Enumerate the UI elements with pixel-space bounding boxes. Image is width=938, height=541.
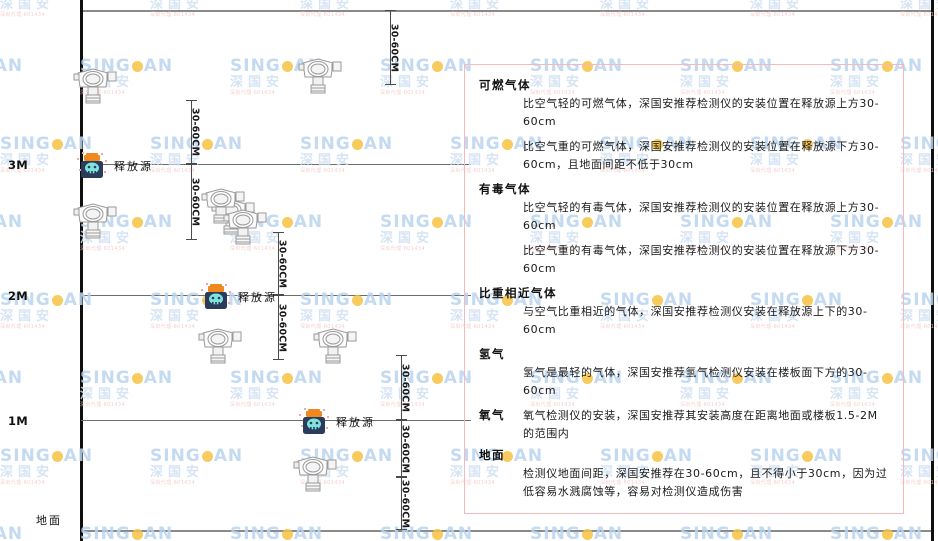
guideline-section: 有毒气体比空气轻的有毒气体，深国安推荐检测仪的安装位置在释放源上方30-60cm… <box>479 181 889 278</box>
guideline-paragraph: 比空气重的可燃气体，深国安推荐检测仪的安装位置在释放源下方30-60cm，且地面… <box>523 140 880 171</box>
guideline-paragraph: 与空气比重相近的气体，深国安推荐检测仪安装在释放源上下的30-60cm <box>523 305 868 336</box>
guideline-section-body: 与空气比重相近的气体，深国安推荐检测仪安装在释放源上下的30-60cm <box>523 303 889 339</box>
guideline-paragraph: 比空气轻的有毒气体，深国安推荐检测仪的安装位置在释放源上方30-60cm <box>523 201 880 232</box>
gas-detector-icon <box>191 325 245 367</box>
release-source-icon <box>200 283 232 313</box>
frame-left-border <box>80 0 83 541</box>
release-source-label: 释放源 <box>336 416 375 429</box>
guideline-section: 氧气 氧气检测仪的安装，深国安推荐其安装高度在距离地面或楼板1.5-2M的范围内 <box>479 407 889 443</box>
dimension-line: 30-60CM <box>186 100 201 164</box>
frame-top-border <box>80 10 931 12</box>
guideline-section-body: 氢气是最轻的气体，深国安推荐氢气检测仪安装在楼板面下方的30-60cm <box>523 364 889 400</box>
installation-guidelines-panel: 可燃气体比空气轻的可燃气体，深国安推荐检测仪的安装位置在释放源上方30-60cm… <box>464 64 904 514</box>
release-source-label: 释放源 <box>238 291 277 304</box>
axis-label-3m: 3M <box>8 158 29 172</box>
guideline-section: 比重相近气体与空气比重相近的气体，深国安推荐检测仪安装在释放源上下的30-60c… <box>479 285 889 339</box>
dimension-line: 30-60CM <box>396 355 411 420</box>
guideline-section-body: 比空气轻的可燃气体，深国安推荐检测仪的安装位置在释放源上方30-60cm 比空气重… <box>523 95 889 174</box>
gas-detector-icon <box>286 453 340 495</box>
guideline-section: 氢气氢气是最轻的气体，深国安推荐氢气检测仪安装在楼板面下方的30-60cm <box>479 346 889 400</box>
guideline-section-body: 检测仪地面间距，深国安推荐在30-60cm，且不得小于30cm，因为过低容易水溅… <box>523 465 889 501</box>
dimension-line: 30-60CM <box>396 477 411 530</box>
gas-detector-icon <box>66 65 120 107</box>
guideline-paragraph: 比空气轻的可燃气体，深国安推荐检测仪的安装位置在释放源上方30-60cm <box>523 97 880 128</box>
guideline-section-title: 氢气 <box>479 347 505 361</box>
dimension-label: 30-60CM <box>276 303 288 352</box>
release-source-icon <box>76 152 108 182</box>
guideline-paragraph: 氧气检测仪的安装，深国安推荐其安装高度在距离地面或楼板1.5-2M的范围内 <box>523 409 878 440</box>
release-source-icon <box>298 408 330 438</box>
guideline-section-body: 比空气轻的有毒气体，深国安推荐检测仪的安装位置在释放源上方30-60cm 比空气重… <box>523 199 889 278</box>
guideline-section-title: 比重相近气体 <box>479 286 557 300</box>
frame-bottom-border <box>80 530 931 532</box>
dimension-label: 30-60CM <box>399 424 411 473</box>
level-line-1m <box>81 420 471 422</box>
frame-right-border <box>931 0 934 541</box>
gas-detector-icon <box>216 206 270 248</box>
dimension-line: 30-60CM <box>186 164 201 240</box>
guideline-section: 地面检测仪地面间距，深国安推荐在30-60cm，且不得小于30cm，因为过低容易… <box>479 447 889 501</box>
dimension-label: 30-60CM <box>399 479 411 528</box>
guideline-section-title: 有毒气体 <box>479 182 531 196</box>
ground-label: 地面 <box>36 514 62 527</box>
guideline-section-title: 可燃气体 <box>479 78 531 92</box>
dimension-label: 30-60CM <box>388 23 400 72</box>
dimension-line: 30-60CM <box>273 295 288 360</box>
release-source-label: 释放源 <box>114 160 153 173</box>
guideline-paragraph: 比空气重的有毒气体，深国安推荐检测仪的安装位置在释放源下方30-60cm <box>523 244 880 275</box>
dimension-label: 30-60CM <box>189 177 201 227</box>
guideline-paragraph: 氢气是最轻的气体，深国安推荐氢气检测仪安装在楼板面下方的30-60cm <box>523 366 868 397</box>
gas-detector-icon <box>291 55 345 97</box>
axis-label-2m: 2M <box>8 289 29 303</box>
guideline-paragraph: 检测仪地面间距，深国安推荐在30-60cm，且不得小于30cm，因为过低容易水溅… <box>523 467 888 498</box>
guideline-section-title: 地面 <box>479 448 505 462</box>
axis-label-1m: 1M <box>8 414 29 428</box>
dimension-label: 30-60CM <box>399 363 411 412</box>
dimension-line: 30-60CM <box>273 232 288 295</box>
dimension-line: 30-60CM <box>385 10 400 85</box>
dimension-label: 30-60CM <box>189 107 201 157</box>
gas-detector-icon <box>66 200 120 242</box>
dimension-label: 30-60CM <box>276 239 288 288</box>
gas-detector-icon <box>306 325 360 367</box>
guideline-section-title: 氧气 <box>479 408 505 422</box>
guideline-section: 可燃气体比空气轻的可燃气体，深国安推荐检测仪的安装位置在释放源上方30-60cm… <box>479 77 889 174</box>
dimension-line: 30-60CM <box>396 420 411 477</box>
level-line-3m <box>81 164 471 166</box>
